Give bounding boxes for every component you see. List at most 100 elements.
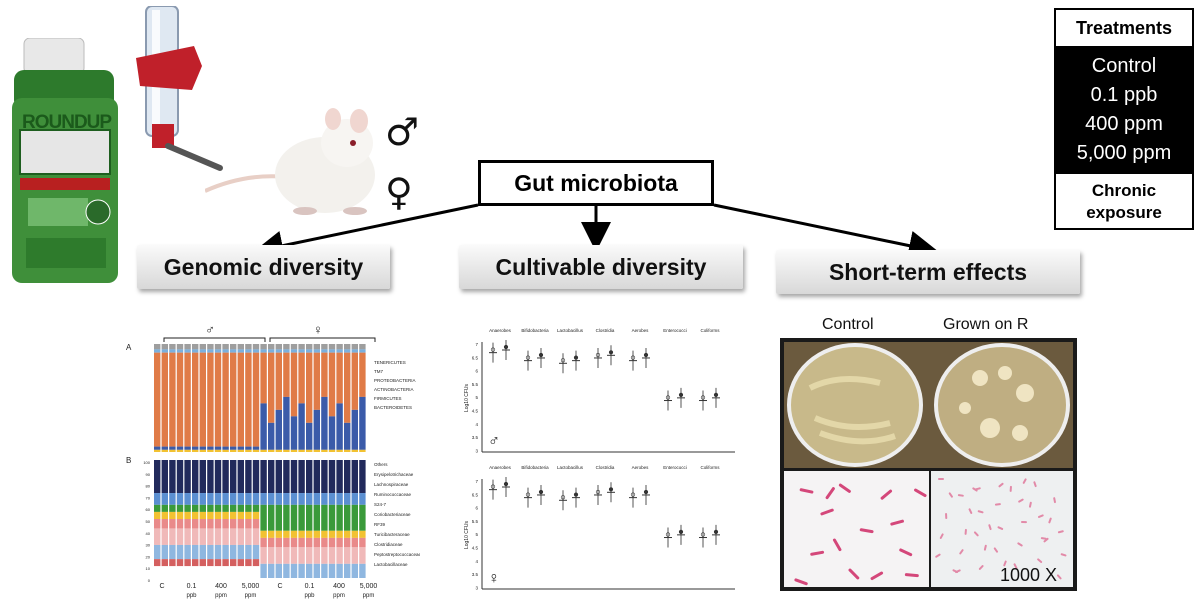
family-bar-15-0: [268, 460, 275, 494]
phylum-bar-0-4: [154, 449, 161, 452]
xlabel-bottom-2: ppm: [215, 593, 227, 599]
family-bar-0-4: [154, 519, 161, 529]
family-bar-8-0: [214, 460, 222, 494]
phylum-bar-7-4: [207, 449, 214, 452]
family-bar-8-3: [214, 511, 222, 519]
stain-short-5: [993, 547, 999, 553]
family-bar-4-3: [184, 511, 191, 519]
stain-rod-1: [820, 508, 834, 516]
family-bar-12-3: [245, 511, 252, 519]
stain-short-12: [997, 526, 1004, 530]
family-bar-2-2: [169, 504, 176, 512]
cult-male-point-6-0: [700, 395, 706, 400]
section-short-term-effects: Short-term effects: [776, 250, 1080, 294]
cult-male-ytick-4: 5: [475, 395, 478, 400]
treatments-panel: Treatments Control 0.1 ppb 400 ppm 5,000…: [1054, 8, 1194, 230]
family-bar-1-3: [161, 511, 168, 519]
family-bar-2-8: [169, 566, 176, 578]
family-bar-5-5: [192, 528, 199, 545]
family-bar-10-5: [230, 528, 237, 545]
female-symbol: ♀: [385, 170, 413, 214]
family-bar-26-2: [351, 504, 358, 531]
stain-short-2: [1009, 485, 1012, 492]
xlabel-top-3: 5,000: [242, 583, 260, 590]
family-bar-21-4: [313, 537, 320, 548]
stain-short-20: [1037, 558, 1043, 563]
cult-male-point-3-1: [608, 350, 614, 355]
family-bar-8-4: [214, 519, 222, 529]
family-bar-14-3: [260, 530, 267, 538]
family-bar-14-2: [260, 504, 267, 531]
family-bar-4-8: [184, 566, 191, 578]
family-bar-14-1: [260, 493, 267, 505]
treatment-control: Control: [1091, 55, 1157, 77]
family-bar-0-6: [154, 544, 161, 560]
phylum-bar-10-4: [230, 449, 237, 452]
ytick-b-5: 50: [146, 519, 151, 524]
family-bar-17-4: [283, 537, 290, 548]
ytick-b-3: 70: [146, 495, 151, 500]
phylum-bar-27-3: [359, 396, 366, 450]
phylum-bar-1-4: [161, 449, 168, 452]
phylum-bar-12-3: [245, 446, 252, 450]
xlabel-top-6: 400: [333, 583, 345, 590]
family-bar-21-6: [313, 563, 320, 578]
family-bar-9-1: [222, 493, 229, 505]
phylum-bar-9-4: [222, 449, 229, 452]
stain-short-22: [978, 565, 984, 570]
family-bar-18-3: [290, 530, 298, 538]
family-bar-11-6: [237, 544, 244, 560]
stain-short-10: [1048, 517, 1052, 524]
family-bar-0-5: [154, 528, 161, 545]
family-bar-27-1: [359, 493, 366, 505]
phylum-bar-11-0: [237, 344, 244, 350]
cult-male-point-1-0: [525, 355, 531, 360]
phylum-bar-20-0: [306, 344, 313, 350]
cult-female-symbol: ♀: [488, 570, 500, 587]
family-bar-1-0: [161, 460, 168, 494]
cult-male-point-0-0: [490, 347, 496, 352]
cult-male-point-6-1: [713, 392, 719, 397]
family-bar-10-1: [230, 493, 237, 505]
family-bar-4-2: [184, 504, 191, 512]
stain-rod-0: [799, 488, 814, 494]
family-bar-9-5: [222, 528, 229, 545]
phylum-bar-15-4: [268, 449, 275, 452]
family-bar-1-4: [161, 519, 168, 529]
cult-female-point-2-1: [573, 492, 579, 497]
cult-female-ytick-7: 3.5: [472, 572, 479, 577]
phylum-bar-10-3: [230, 446, 237, 450]
family-bar-7-5: [207, 528, 214, 545]
phylum-bar-8-3: [214, 446, 222, 450]
family-bar-8-7: [214, 559, 222, 567]
family-bar-5-6: [192, 544, 199, 560]
cult-female-point-1-1: [538, 489, 544, 495]
stain-rod-14: [825, 487, 835, 500]
panel-b-label: B: [126, 456, 131, 465]
family-bar-17-2: [283, 504, 290, 531]
male-bracket: [163, 337, 266, 342]
phylum-bar-22-0: [321, 344, 328, 350]
phylum-bar-6-4: [199, 449, 206, 452]
stain-short-23: [1020, 521, 1027, 524]
family-bar-3-0: [176, 460, 184, 494]
family-bar-26-0: [351, 460, 358, 494]
phylum-bar-11-4: [237, 449, 244, 452]
phylum-bar-6-0: [199, 344, 206, 350]
family-bar-3-5: [176, 528, 184, 545]
phylum-bar-18-1: [290, 349, 298, 353]
cult-male-point-4-1: [643, 352, 649, 358]
legend-a-2: PROTEOBACTERIA: [374, 378, 416, 383]
ytick-b-10: 0: [148, 578, 151, 583]
family-bar-12-6: [245, 544, 252, 560]
phylum-bar-19-1: [298, 349, 305, 353]
family-bar-6-1: [199, 493, 206, 505]
family-bar-6-2: [199, 504, 206, 512]
cult-male-group-4: Aerobes: [632, 328, 650, 333]
family-bar-0-0: [154, 460, 161, 494]
family-bar-3-3: [176, 511, 184, 519]
family-bar-8-1: [214, 493, 222, 505]
genomic-male-label: ♂: [205, 322, 215, 337]
rat-illustration: [205, 108, 375, 215]
phylum-bar-23-2: [328, 352, 336, 417]
